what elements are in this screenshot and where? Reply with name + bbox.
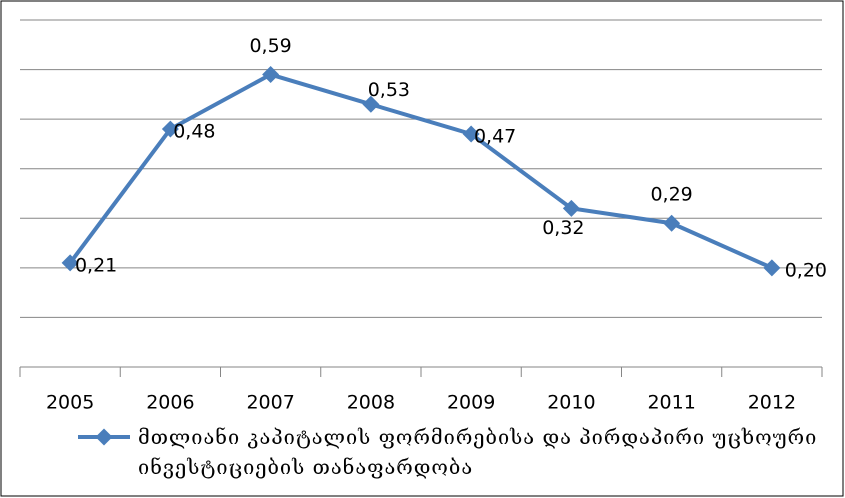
x-tick-label: 2008 — [347, 392, 395, 414]
data-point — [161, 120, 179, 138]
data-point — [663, 214, 681, 232]
data-point — [562, 199, 580, 217]
data-label: 0,20 — [785, 259, 827, 281]
data-label: 0,59 — [249, 35, 291, 57]
x-tick-label: 2005 — [46, 392, 94, 414]
data-label: 0,47 — [474, 126, 516, 148]
x-tick-label: 2006 — [146, 392, 194, 414]
data-label: 0,48 — [173, 121, 215, 143]
data-point — [262, 66, 280, 84]
x-tick-label: 2007 — [246, 392, 294, 414]
data-point — [362, 95, 380, 113]
data-label: 0,53 — [368, 79, 410, 101]
data-point — [763, 259, 781, 277]
x-tick-label: 2012 — [748, 392, 796, 414]
data-label: 0,21 — [75, 254, 117, 276]
data-point — [462, 125, 480, 143]
data-label: 0,32 — [542, 217, 584, 239]
legend-marker — [95, 428, 113, 446]
x-tick-label: 2009 — [447, 392, 495, 414]
legend-label: მთლიანი კაპიტალის ფორმირებისა და პირდაპი… — [138, 425, 818, 479]
x-tick-label: 2011 — [647, 392, 695, 414]
data-label: 0,29 — [650, 184, 692, 206]
series-line — [68, 72, 773, 270]
x-tick-label: 2010 — [547, 392, 595, 414]
data-point — [61, 254, 79, 272]
